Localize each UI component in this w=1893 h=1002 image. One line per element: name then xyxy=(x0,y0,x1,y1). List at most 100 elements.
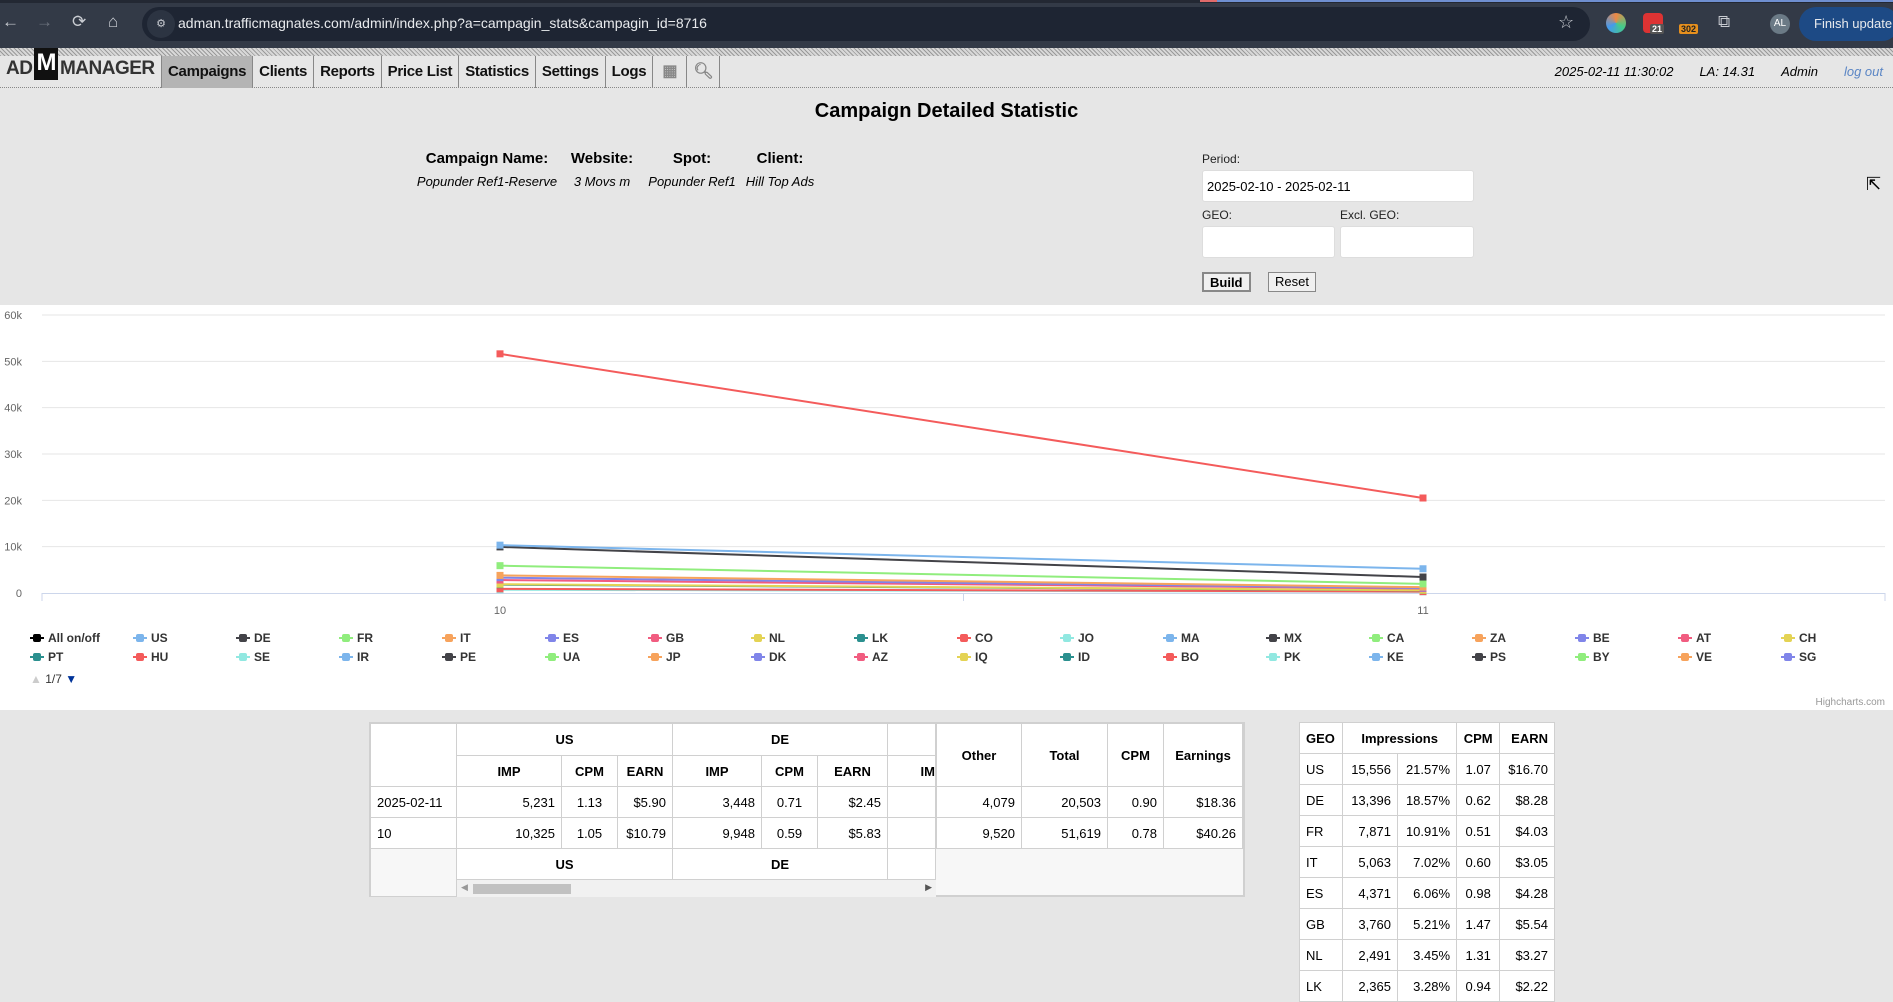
legend-item[interactable]: SG xyxy=(1781,650,1816,664)
extension-color-icon[interactable] xyxy=(1606,13,1626,33)
legend-item[interactable]: DK xyxy=(751,650,786,664)
legend-item[interactable]: JP xyxy=(648,650,681,664)
line-chart: 0 10k 20k 30k 40k 50k 60k 10 11 xyxy=(4,310,1886,617)
other-value: 4,079 xyxy=(936,787,1022,818)
site-settings-icon[interactable]: ⚙ xyxy=(147,10,175,38)
forward-icon[interactable]: → xyxy=(36,12,53,31)
legend-item[interactable]: FR xyxy=(339,631,373,645)
legend-item[interactable]: DE xyxy=(236,631,271,645)
legend-item[interactable]: IR xyxy=(339,650,369,664)
highcharts-credit[interactable]: Highcharts.com xyxy=(1815,697,1885,708)
legend-item[interactable]: KE xyxy=(1369,650,1404,664)
cpm-value: 0.90 xyxy=(1108,787,1164,818)
redirect-badge[interactable]: 302 xyxy=(1679,24,1699,34)
legend-item[interactable]: MX xyxy=(1266,631,1302,645)
home-icon[interactable]: ⌂ xyxy=(108,12,119,31)
horizontal-scrollbar[interactable]: ◀ ▶ xyxy=(457,880,936,897)
current-user: Admin xyxy=(1781,64,1818,79)
extensions-puzzle-icon[interactable]: ⧉ xyxy=(1718,12,1731,31)
legend-item[interactable]: CO xyxy=(957,631,993,645)
legend-item[interactable]: MA xyxy=(1163,631,1200,645)
legend-item[interactable]: ES xyxy=(545,631,579,645)
series-line-es xyxy=(499,576,1424,590)
menu-price-list[interactable]: Price List xyxy=(380,56,459,88)
legend-item[interactable]: AZ xyxy=(854,650,888,664)
scroll-right-icon[interactable]: ▶ xyxy=(925,882,932,892)
us-cpm-header: CPM xyxy=(562,756,618,787)
finish-update-button[interactable]: Finish update xyxy=(1799,7,1893,41)
total-header: Total xyxy=(1022,724,1108,787)
calculator-icon[interactable]: ▦ xyxy=(652,56,686,88)
menu-settings[interactable]: Settings xyxy=(534,56,605,88)
row-date: 10 xyxy=(371,818,457,849)
menu-campaigns[interactable]: Campaigns xyxy=(161,56,253,88)
legend-marker-icon xyxy=(236,653,250,661)
next-imp-header: IM xyxy=(888,756,936,787)
data-point-de xyxy=(1419,573,1427,581)
legend-item[interactable]: NL xyxy=(751,631,785,645)
profile-avatar[interactable]: AL xyxy=(1770,14,1790,34)
legend-item[interactable]: AT xyxy=(1678,631,1711,645)
legend-prev-icon[interactable]: ▲ xyxy=(30,672,42,686)
menu-clients[interactable]: Clients xyxy=(252,56,313,88)
impressions: 15,556 xyxy=(1342,753,1398,785)
logo[interactable]: AD M MANAGER xyxy=(6,48,155,86)
reload-icon[interactable]: ⟳ xyxy=(72,12,87,31)
scrollbar-thumb[interactable] xyxy=(473,884,571,894)
legend-item[interactable]: SE xyxy=(236,650,270,664)
legend-item[interactable]: BY xyxy=(1575,650,1610,664)
legend-marker-icon xyxy=(442,653,456,661)
legend-item[interactable]: IQ xyxy=(957,650,988,664)
legend-item[interactable]: IT xyxy=(442,631,471,645)
build-button[interactable]: Build xyxy=(1202,272,1251,292)
legend-item[interactable]: ZA xyxy=(1472,631,1506,645)
legend-item[interactable]: ID xyxy=(1060,650,1090,664)
other-header: Other xyxy=(936,724,1022,787)
legend-item[interactable]: GB xyxy=(648,631,684,645)
legend-item[interactable]: BO xyxy=(1163,650,1199,664)
earn-header: EARN xyxy=(1499,722,1555,754)
menu-statistics[interactable]: Statistics xyxy=(458,56,535,88)
url-text[interactable]: adman.trafficmagnates.com/admin/index.ph… xyxy=(178,15,707,31)
legend-marker-icon xyxy=(648,634,662,642)
table-row: FR 7,871 10.91% 0.51 $4.03 xyxy=(1298,815,1555,847)
legend-item[interactable]: VE xyxy=(1678,650,1712,664)
impressions-share: 7.02% xyxy=(1396,846,1458,878)
legend-label: US xyxy=(151,631,168,645)
earn: $3.05 xyxy=(1499,846,1555,878)
legend-item[interactable]: All on/off xyxy=(30,631,100,645)
spot-label: Spot: xyxy=(672,150,712,167)
legend-item[interactable]: CA xyxy=(1369,631,1404,645)
legend-item[interactable]: CH xyxy=(1781,631,1816,645)
address-bar[interactable] xyxy=(142,7,1590,41)
legend-item[interactable]: PT xyxy=(30,650,63,664)
legend-label: IT xyxy=(460,631,471,645)
legend-item[interactable]: PE xyxy=(442,650,476,664)
legend-next-icon[interactable]: ▼ xyxy=(65,672,78,686)
cpm-header: CPM xyxy=(1456,722,1501,754)
legend-item[interactable]: LK xyxy=(854,631,888,645)
de-earn: $2.45 xyxy=(818,787,888,818)
us-earn-header: EARN xyxy=(618,756,673,787)
period-label: Period: xyxy=(1202,152,1241,166)
reset-button[interactable]: Reset xyxy=(1268,272,1316,292)
bookmark-star-icon[interactable]: ☆ xyxy=(1558,12,1575,32)
legend-item[interactable]: PS xyxy=(1472,650,1506,664)
legend-item[interactable]: UA xyxy=(545,650,580,664)
legend-item[interactable]: HU xyxy=(133,650,168,664)
menu-logs[interactable]: Logs xyxy=(604,56,653,88)
excl-geo-input[interactable] xyxy=(1340,226,1474,258)
de-earn: $5.83 xyxy=(818,818,888,849)
menu-reports[interactable]: Reports xyxy=(313,56,381,88)
legend-item[interactable]: PK xyxy=(1266,650,1301,664)
period-input[interactable] xyxy=(1202,170,1474,202)
back-icon[interactable]: ← xyxy=(2,12,19,31)
legend-item[interactable]: BE xyxy=(1575,631,1610,645)
scroll-left-icon[interactable]: ◀ xyxy=(461,882,468,892)
search-icon[interactable]: 🔍︎ xyxy=(686,56,721,88)
legend-item[interactable]: JO xyxy=(1060,631,1094,645)
data-point-fr xyxy=(1419,580,1427,588)
logout-link[interactable]: log out xyxy=(1843,64,1883,79)
legend-item[interactable]: US xyxy=(133,631,168,645)
geo-input[interactable] xyxy=(1202,226,1335,258)
